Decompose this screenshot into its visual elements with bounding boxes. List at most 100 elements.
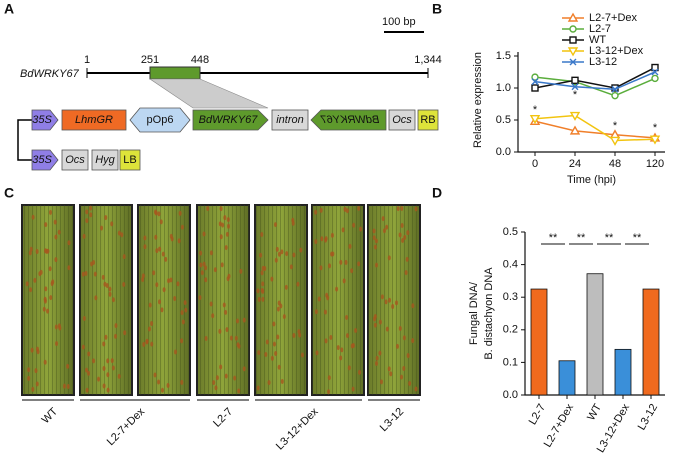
legend-label: L2-7 bbox=[589, 23, 611, 35]
y-tick-label: 0.2 bbox=[503, 324, 518, 336]
rust-spot bbox=[276, 334, 280, 340]
rust-spot bbox=[406, 353, 410, 359]
rust-spot bbox=[82, 233, 86, 239]
rust-spot bbox=[314, 239, 318, 245]
rust-spot bbox=[117, 230, 121, 236]
rust-spot bbox=[198, 295, 202, 301]
rust-spot bbox=[342, 278, 346, 284]
rust-spot bbox=[122, 254, 126, 260]
rust-spot bbox=[319, 207, 323, 213]
rust-spot bbox=[272, 341, 276, 347]
rust-spot bbox=[114, 323, 118, 329]
rust-spot bbox=[180, 338, 184, 344]
rust-spot bbox=[357, 205, 361, 211]
element bbox=[271, 109, 309, 131]
rust-spot bbox=[155, 282, 159, 288]
rust-spot bbox=[82, 315, 86, 321]
marker bbox=[529, 115, 541, 125]
rust-spot bbox=[344, 259, 348, 265]
rust-spot bbox=[117, 373, 121, 379]
rust-spot bbox=[223, 215, 227, 221]
panel-label: C bbox=[4, 185, 14, 201]
rust-spot bbox=[264, 351, 268, 357]
rust-spot bbox=[324, 236, 328, 242]
rust-spot bbox=[177, 238, 181, 244]
legend-label: L2-7+Dex bbox=[589, 12, 638, 24]
rust-spot bbox=[67, 240, 71, 246]
label: Ocs bbox=[392, 114, 412, 126]
rust-spot bbox=[226, 217, 230, 223]
rust-spot bbox=[199, 250, 203, 256]
rust-spot bbox=[411, 303, 415, 309]
rust-spot bbox=[90, 261, 94, 267]
rust-spot bbox=[150, 321, 154, 327]
rust-spot bbox=[326, 295, 330, 301]
legend-label: WT bbox=[589, 34, 606, 46]
photo-label: L3-12+Dex bbox=[274, 405, 321, 452]
bar bbox=[558, 360, 576, 396]
marker bbox=[571, 83, 579, 91]
leaf-veins bbox=[22, 205, 74, 395]
rust-spot bbox=[57, 323, 61, 329]
rust-spot bbox=[406, 230, 410, 236]
rust-spot bbox=[408, 381, 412, 387]
rust-spot bbox=[261, 296, 265, 302]
rust-spot bbox=[204, 265, 208, 271]
label: RB bbox=[420, 114, 435, 126]
rust-spot bbox=[389, 371, 393, 377]
rust-spot bbox=[106, 358, 110, 364]
leaf-veins bbox=[138, 205, 190, 395]
rust-spot bbox=[324, 338, 328, 344]
label: Hyg bbox=[95, 154, 115, 166]
rust-spot bbox=[89, 205, 93, 211]
y-axis-label: Fungal DNA/ bbox=[468, 281, 480, 345]
rust-spot bbox=[204, 277, 208, 283]
photo-label: L3-12 bbox=[378, 406, 406, 434]
rust-spot bbox=[398, 232, 402, 238]
rust-spot bbox=[374, 238, 378, 244]
rust-spot bbox=[173, 296, 177, 302]
position: 251 bbox=[141, 54, 159, 66]
rust-spot bbox=[347, 365, 351, 371]
rust-spot bbox=[66, 383, 70, 389]
rust-spot bbox=[375, 262, 379, 268]
connector bbox=[17, 119, 32, 161]
y-tick-label: 0.4 bbox=[503, 259, 518, 271]
rust-spot bbox=[108, 286, 112, 292]
rust-spot bbox=[178, 210, 182, 216]
rust-spot bbox=[211, 313, 215, 319]
rust-spot bbox=[330, 251, 334, 257]
rust-spot bbox=[180, 224, 184, 230]
rust-spot bbox=[402, 365, 406, 371]
rust-spot bbox=[298, 332, 302, 338]
rust-spot bbox=[414, 206, 418, 212]
rust-spot bbox=[242, 317, 246, 323]
rust-spot bbox=[239, 268, 243, 274]
rust-spot bbox=[89, 212, 93, 218]
element bbox=[417, 109, 439, 131]
element bbox=[91, 149, 119, 171]
rust-spot bbox=[400, 374, 404, 380]
rust-spot bbox=[31, 386, 35, 392]
rust-spot bbox=[150, 341, 154, 347]
label: LB bbox=[123, 154, 136, 166]
y-axis-label: Relative expression bbox=[472, 52, 484, 148]
rust-spot bbox=[372, 235, 376, 241]
rust-spot bbox=[256, 288, 260, 294]
rust-spot bbox=[373, 322, 377, 328]
rust-spot bbox=[385, 224, 389, 230]
rust-spot bbox=[292, 333, 296, 339]
rust-spot bbox=[29, 246, 33, 252]
rust-spot bbox=[204, 335, 208, 341]
rust-spot bbox=[289, 264, 293, 270]
rust-spot bbox=[213, 267, 217, 273]
x-axis-label: Time (hpi) bbox=[567, 174, 616, 186]
rust-spot bbox=[273, 222, 277, 228]
rust-spot bbox=[164, 256, 168, 262]
rust-spot bbox=[219, 364, 223, 370]
marker bbox=[569, 111, 581, 121]
rust-spot bbox=[145, 338, 149, 344]
rust-spot bbox=[104, 334, 108, 340]
rust-spot bbox=[387, 255, 391, 261]
rust-spot bbox=[174, 349, 178, 355]
